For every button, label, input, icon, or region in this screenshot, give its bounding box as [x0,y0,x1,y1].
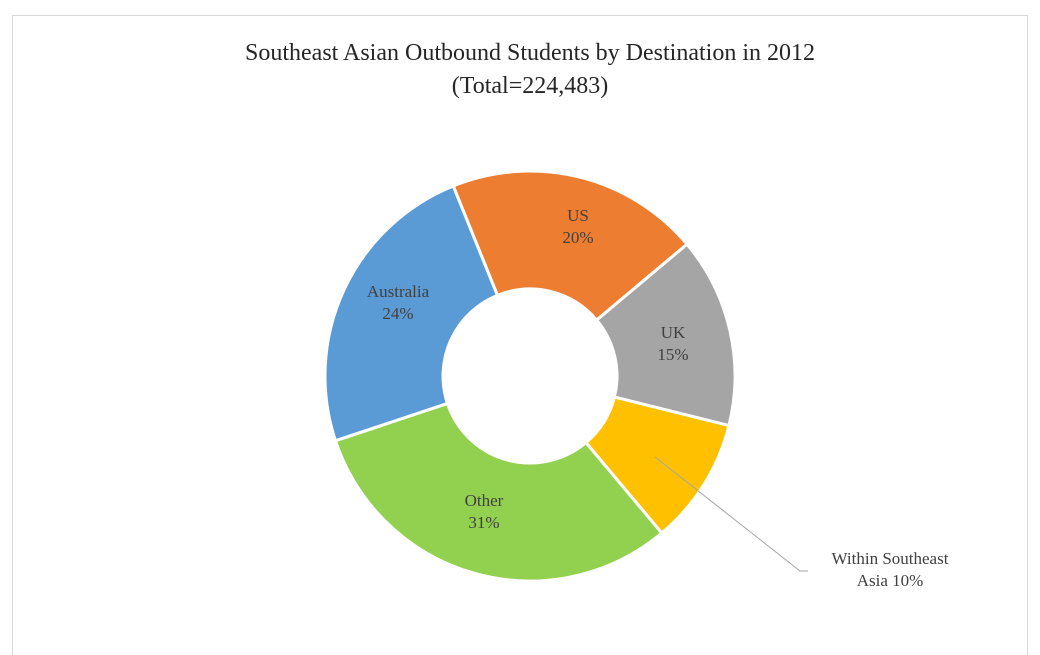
donut-chart: Southeast Asian Outbound Students by Des… [245,40,949,590]
label-other: Other 31% [465,491,504,532]
label-uk: UK 15% [657,323,688,364]
slices-layer [323,169,737,583]
chart-title: Southeast Asian Outbound Students by Des… [245,40,815,66]
label-us: US 20% [562,206,593,247]
slice-australia [323,183,500,443]
slice-uk [594,242,737,428]
slice-us [451,169,690,323]
labels-layer: US 20% UK 15% Within Southeast Asia 10% Other 3… [367,206,949,590]
leader-line-within-southeast-asia [654,456,808,572]
slice-other [333,401,664,583]
chart-subtitle: (Total=224,483) [452,73,609,99]
label-within-southeast-asia: Within Southeast Asia 10% [832,549,949,590]
label-australia: Australia 24% [367,282,430,323]
